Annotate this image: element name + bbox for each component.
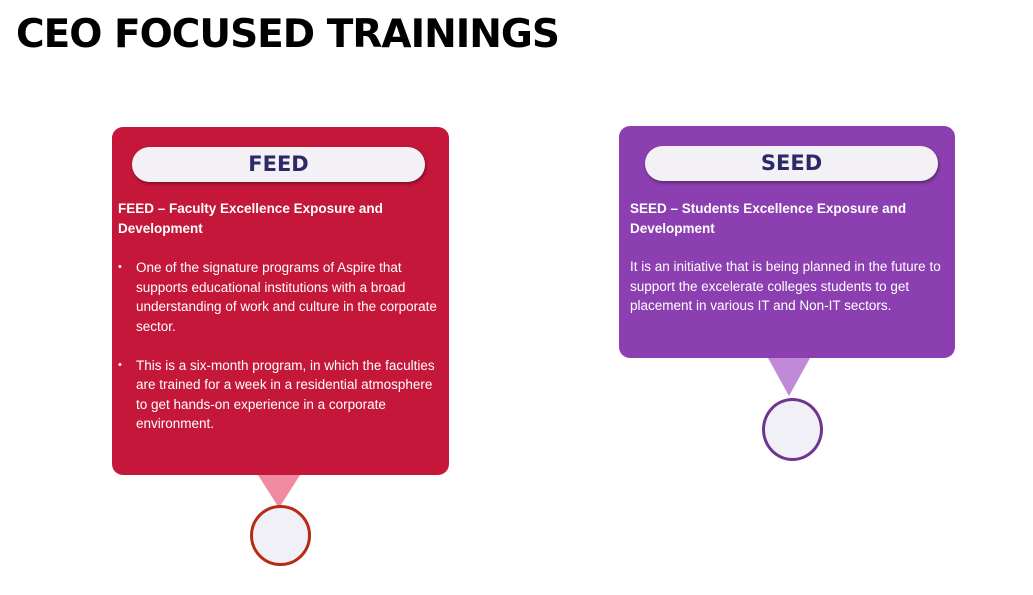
bullet-icon: • — [118, 358, 122, 371]
bullet-icon: • — [118, 261, 122, 273]
feed-card: FEED FEED – Faculty Excellence Exposure … — [112, 127, 449, 475]
feed-bullet-item: • One of the signature programs of Aspir… — [118, 258, 442, 336]
feed-heading-pill: FEED — [132, 147, 425, 182]
seed-subtitle: SEED – Students Excellence Exposure and … — [630, 201, 907, 236]
seed-heading-pill: SEED — [645, 146, 938, 181]
slide-title: CEO FOCUSED TRAININGS — [16, 12, 560, 57]
feed-circle-marker — [250, 505, 311, 566]
feed-bullet-list: • One of the signature programs of Aspir… — [118, 258, 442, 453]
seed-card: SEED SEED – Students Excellence Exposure… — [619, 126, 955, 358]
feed-pointer-triangle — [258, 475, 300, 508]
feed-bullet-item: • This is a six-month program, in which … — [118, 356, 442, 434]
seed-circle-marker — [762, 398, 823, 461]
feed-bullet-text: This is a six-month program, in which th… — [136, 357, 435, 432]
seed-pointer-triangle — [768, 358, 810, 396]
feed-bullet-text: One of the signature programs of Aspire … — [136, 260, 437, 334]
seed-body-text: It is an initiative that is being planne… — [630, 259, 941, 313]
feed-subtitle: FEED – Faculty Excellence Exposure and D… — [118, 201, 383, 236]
